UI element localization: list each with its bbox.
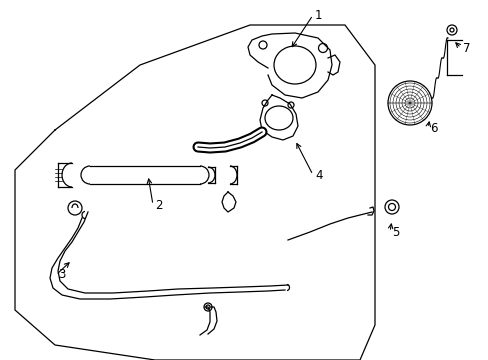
Text: 5: 5 [391, 225, 399, 239]
Text: 3: 3 [58, 269, 65, 282]
Text: 4: 4 [314, 168, 322, 181]
Text: 1: 1 [314, 9, 322, 22]
Text: 2: 2 [155, 198, 162, 212]
Text: 6: 6 [429, 122, 437, 135]
Text: 7: 7 [462, 41, 469, 54]
